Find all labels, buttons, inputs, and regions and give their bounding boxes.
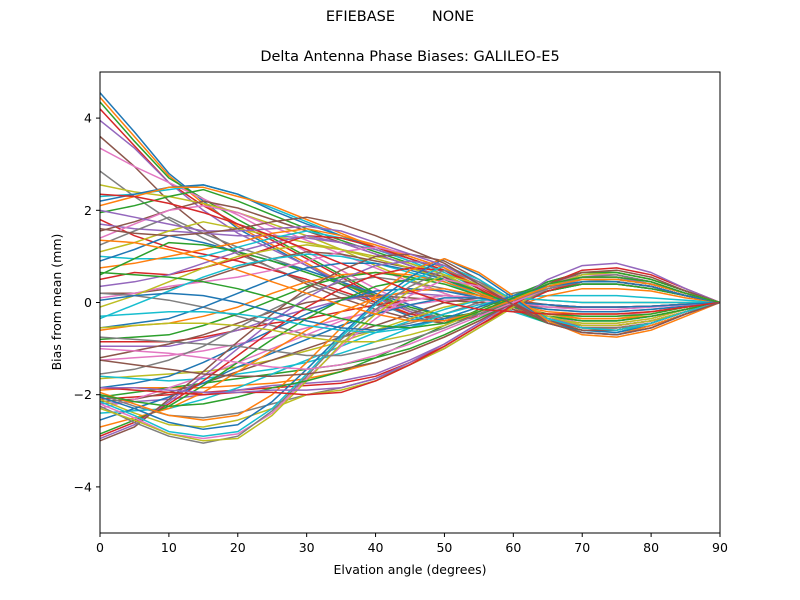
y-axis: −4 −2 0 2 4 — [74, 111, 100, 494]
series-line — [100, 264, 720, 437]
figure-suptitle: EFIEBASE NONE — [325, 9, 475, 25]
series-line — [100, 216, 720, 336]
y-tick-label: 4 — [84, 111, 92, 126]
x-tick-label: 0 — [96, 540, 104, 555]
x-axis: 0 10 20 30 40 50 60 70 80 90 — [96, 533, 728, 555]
series-line — [100, 278, 720, 440]
x-tick-label: 80 — [643, 540, 659, 555]
series-line — [100, 239, 720, 322]
x-tick-label: 10 — [161, 540, 177, 555]
x-axis-label: Elvation angle (degrees) — [333, 562, 486, 577]
x-tick-label: 60 — [505, 540, 521, 555]
series-line — [100, 278, 720, 435]
y-tick-label: −4 — [74, 479, 92, 494]
y-axis-label: Bias from mean (mm) — [49, 234, 64, 371]
series-line — [100, 271, 720, 331]
series-line — [100, 257, 720, 421]
x-tick-label: 40 — [368, 540, 384, 555]
series-line — [100, 271, 720, 407]
series-line — [100, 281, 720, 331]
series-line — [100, 193, 720, 315]
series-line — [100, 262, 720, 394]
series-line — [100, 281, 720, 401]
x-tick-label: 50 — [436, 540, 452, 555]
series-line — [100, 269, 720, 444]
series-line — [100, 267, 720, 396]
chart-title: Delta Antenna Phase Biases: GALILEO-E5 — [260, 49, 560, 65]
x-tick-label: 20 — [230, 540, 246, 555]
x-tick-label: 70 — [574, 540, 590, 555]
y-tick-label: 0 — [84, 295, 92, 310]
x-tick-label: 30 — [299, 540, 315, 555]
y-tick-label: −2 — [74, 387, 92, 402]
series-line — [100, 287, 720, 389]
x-tick-label: 90 — [712, 540, 728, 555]
y-tick-label: 2 — [84, 203, 92, 218]
series-line — [100, 271, 720, 329]
series-line — [100, 297, 720, 421]
series-lines — [100, 92, 720, 444]
series-line — [100, 269, 720, 378]
